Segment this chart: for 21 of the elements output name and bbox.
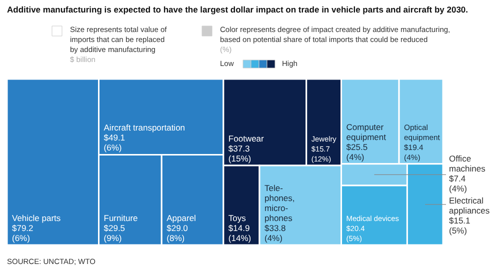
category-label: Toys: [228, 213, 246, 223]
data-label: $14.9 (14%): [228, 223, 252, 243]
category-label: Aircraft transportation: [104, 122, 186, 133]
text: Additive manufacturing is expected to have the largest dollar impact on trade in vehicle parts and aircraft by 2030.: [7, 4, 468, 14]
data-label: $49.1 (6%): [104, 132, 126, 153]
category-label: Footwear: [228, 134, 264, 144]
data-label: $15.1 (5%): [449, 216, 471, 236]
data-label: $29.0 (8%): [166, 223, 188, 243]
category-label: Apparel: [166, 213, 196, 223]
category-label: Vehicle parts: [12, 213, 61, 223]
data-label: $33.8 (4%): [264, 223, 286, 243]
data-label: $7.4 (4%): [449, 174, 468, 194]
data-label: $37.3 (15%): [228, 144, 252, 164]
data-label: $79.2 (6%): [12, 223, 34, 243]
category-label: Computer equipment: [346, 122, 387, 142]
category-label: Tele- phones, micro- phones: [264, 183, 295, 223]
category-label: Electrical appliances: [449, 196, 490, 216]
category-label: Furniture: [104, 213, 138, 223]
category-label: Office machines: [449, 154, 486, 174]
data-label: $29.5 (9%): [104, 223, 126, 243]
data-label: $25.5 (4%): [346, 142, 368, 162]
